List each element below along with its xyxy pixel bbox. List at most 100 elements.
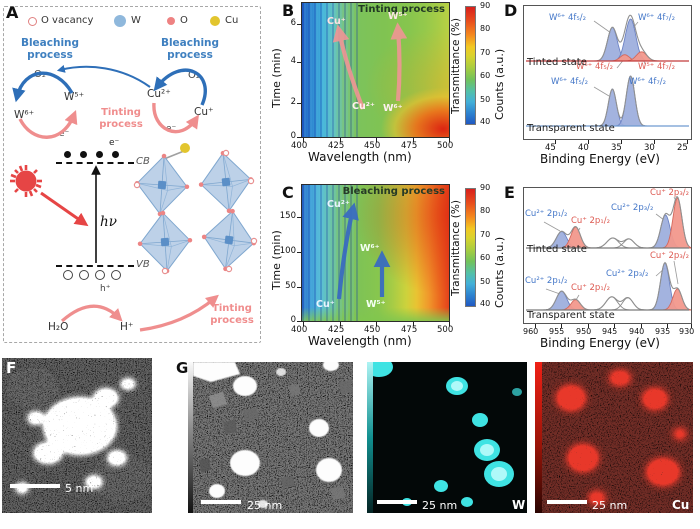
panel-f-tem-image: 5 nm	[2, 358, 152, 513]
peak-label-text: Cu²⁺ 2p₃/₂	[611, 203, 654, 213]
panel-b-annotation-arrows	[332, 22, 408, 110]
peak-label-w6-4f52-tinted: W⁶⁺ 4f₅/₂	[549, 14, 586, 23]
colorbar-tick: 70	[480, 48, 491, 57]
cb-label: CB	[136, 156, 150, 167]
tick-mark	[588, 324, 589, 328]
panel-e-xtick: 960	[523, 327, 539, 336]
panel-c-ytick: 0	[290, 315, 296, 325]
w-tinting-arrow	[18, 109, 78, 139]
peak-label-text: Cu²⁺ 2p₁/₂	[525, 276, 568, 286]
colorbar-tick: 60	[480, 71, 491, 80]
panel-d-xtick: 35	[611, 143, 622, 153]
scale-bar	[547, 500, 587, 504]
panel-c-w6-label: W⁶⁺	[360, 243, 380, 254]
colorbar-tick: 90	[480, 183, 491, 192]
sunlight-arrow	[40, 191, 89, 227]
electron-left-label: e⁻	[59, 129, 70, 139]
panel-b-ytick: 4	[290, 56, 296, 66]
panel-e-xtick: 950	[576, 327, 592, 336]
peak-label-cu1-2p32-transparent: Cu⁺ 2p₃/₂	[650, 252, 689, 261]
peak-label-w6-4f72-transparent: W⁶⁺ 4f₇/₂	[629, 78, 666, 87]
panel-c-colorbar	[465, 188, 476, 307]
bleaching-process-left-label: Bleaching process	[20, 37, 80, 62]
support-flakes	[199, 380, 353, 500]
o-vacancy-icon	[28, 17, 37, 26]
panel-c-ytick: 100	[279, 246, 296, 256]
legend-o: O	[180, 15, 188, 26]
panel-c-xtick: 500	[437, 325, 454, 335]
scale-bar-label: 25 nm	[247, 499, 282, 512]
panel-c-xtick: 475	[401, 325, 418, 335]
panel-e-xtick: 945	[602, 327, 618, 336]
tick-mark	[297, 103, 301, 104]
panel-c-label: C	[282, 183, 294, 202]
panel-d-xps-plot	[523, 5, 692, 140]
panel-c-xtick: 425	[328, 325, 345, 335]
peak-label-text: W⁵⁺ 4f₇/₂	[638, 62, 676, 72]
panel-d-transparent-state-label: Transparent state	[527, 123, 615, 134]
panel-b-y-axis-label: Time (min)	[270, 48, 283, 108]
electron-dot	[64, 151, 71, 158]
colorbar-tick: 80	[480, 206, 491, 215]
tick-mark	[588, 140, 589, 144]
electron-dot	[80, 151, 87, 158]
panel-e-label: E	[504, 183, 515, 202]
hole-dot	[111, 270, 121, 280]
colorbar-tick: 80	[480, 24, 491, 33]
colorbar-tick: 60	[480, 253, 491, 262]
w-atom-icon	[114, 15, 126, 27]
panel-d-xtick: 25	[677, 143, 688, 153]
wo6-octahedra-cluster	[132, 143, 260, 276]
water-oxidation-arrow	[60, 304, 123, 323]
peak-label-cu2-2p12-tinted: Cu²⁺ 2p₁/₂	[525, 210, 567, 219]
electron-dot	[96, 151, 103, 158]
electron-cb-label: e⁻	[109, 138, 120, 148]
tick-mark	[297, 287, 301, 288]
panel-d-x-axis-label: Binding Energy (eV)	[540, 152, 660, 166]
cu-oxidation-arrow	[336, 202, 359, 300]
tick-mark	[535, 324, 536, 328]
w-signal-cores	[451, 381, 507, 481]
h-ion-label: H⁺	[120, 321, 134, 333]
tick-mark	[297, 137, 301, 138]
peak-label-text: W⁶⁺ 4f₇/₂	[629, 77, 667, 87]
tick-mark	[340, 138, 341, 142]
panel-c-ytick: 50	[285, 281, 296, 291]
cu-tinting-arrow	[152, 102, 200, 134]
o-atom-icon	[167, 17, 175, 25]
panel-e-xtick: 930	[679, 327, 695, 336]
panel-b-heatmap: Tinting process Cu⁺ W⁵⁺ Cu²⁺ W⁶⁺	[301, 2, 450, 138]
panel-b-cu2-label: Cu²⁺	[352, 101, 375, 112]
panel-b-cu1-label: Cu⁺	[327, 16, 346, 27]
cu-bleaching-arrow	[153, 68, 207, 106]
panel-b-w5-label: W⁵⁺	[388, 11, 408, 22]
panel-c-heatmap: Bleaching process Cu²⁺ Cu⁺ W⁵⁺ W⁶⁺	[301, 184, 450, 322]
tick-mark	[667, 324, 668, 328]
panel-e-xtick: 940	[629, 327, 645, 336]
panel-b-xtick: 500	[437, 141, 454, 151]
peak-label-text: W⁶⁺ 4f₇/₂	[638, 13, 676, 23]
panel-e-tinted-state-label: Tinted state	[527, 244, 587, 255]
peak-label-w5-4f52: W⁵⁺ 4f₅/₂	[576, 63, 613, 72]
colorbar-tick: 40	[480, 117, 491, 126]
tick-mark	[555, 140, 556, 144]
cu2-label: Cu²⁺	[147, 88, 171, 100]
panel-d-xps-curves	[526, 14, 689, 127]
panel-b-xtick: 450	[364, 141, 381, 151]
tinting-process-bottom-label: Tinting process	[210, 303, 254, 326]
peak-label-cu2-2p32-tinted: Cu²⁺ 2p₃/₂	[611, 204, 653, 213]
peak-label-text: Cu⁺ 2p₃/₂	[650, 251, 689, 261]
tick-mark	[340, 322, 341, 326]
w5-label: W⁵⁺	[64, 91, 85, 103]
panel-f-label: F	[6, 359, 17, 377]
panel-e-y-axis-label: Counts (a.u.)	[493, 236, 506, 308]
panel-d-label: D	[504, 1, 518, 20]
panel-e-xtick: 955	[549, 327, 565, 336]
colorbar-tick: 40	[480, 299, 491, 308]
tick-mark	[303, 322, 304, 326]
panel-a-schematic-graphics	[10, 64, 260, 332]
o-vacancy-sites	[133, 149, 258, 275]
panel-b-colorbar-label: Transmittance (%)	[450, 18, 462, 114]
panel-c-xtick: 450	[364, 325, 381, 335]
